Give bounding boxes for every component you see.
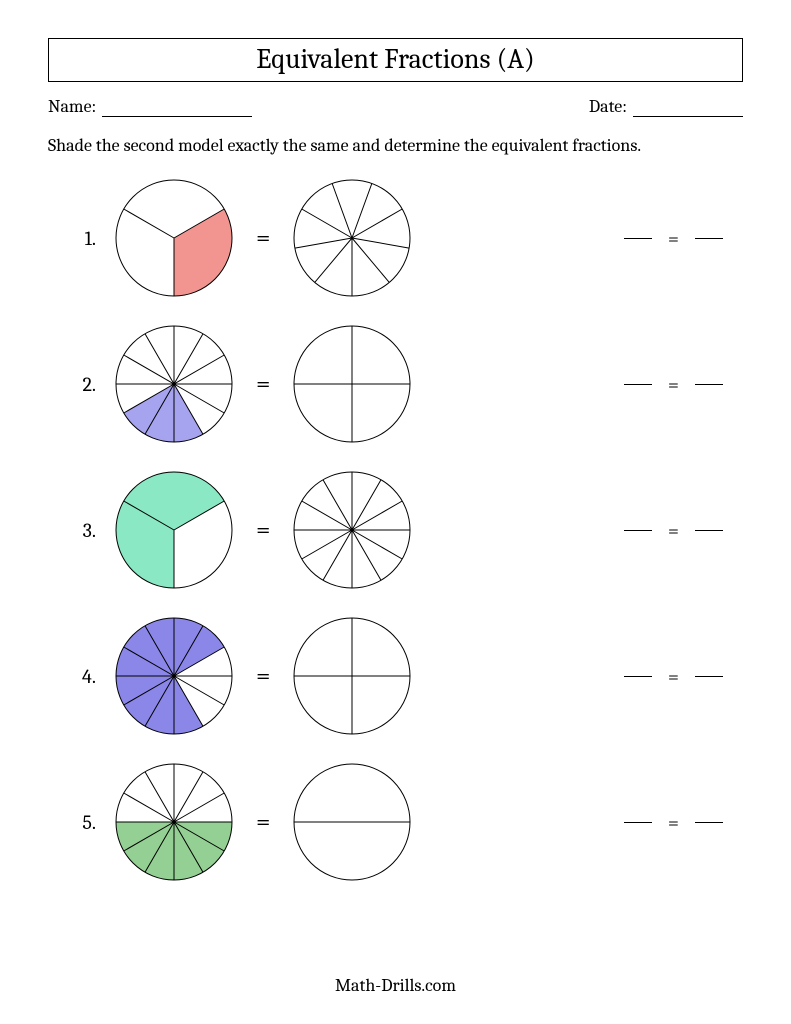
fraction-blank[interactable] <box>695 530 723 531</box>
fraction-blank[interactable] <box>624 676 652 677</box>
problem-number: 1. <box>68 227 96 250</box>
date-label: Date: <box>589 96 627 117</box>
problems-list: 1. = = 2. = = 3. = = 4. = = 5. = = <box>48 178 743 882</box>
fraction-numerator-line <box>695 822 723 823</box>
problem-row: 4. = = <box>68 616 743 736</box>
fraction-numerator-line <box>624 530 652 531</box>
problem-row: 5. = = <box>68 762 743 882</box>
date-field: Date: <box>589 96 743 117</box>
instructions-text: Shade the second model exactly the same … <box>48 135 743 156</box>
problem-number: 4. <box>68 665 96 688</box>
answer-area: = <box>624 227 743 250</box>
pie-chart <box>292 470 412 590</box>
pie-chart <box>292 178 412 298</box>
pie-chart <box>292 762 412 882</box>
answer-area: = <box>624 665 743 688</box>
footer-text: Math-Drills.com <box>0 975 791 996</box>
fraction-numerator-line <box>695 238 723 239</box>
pie-chart <box>292 616 412 736</box>
pie-chart <box>114 470 234 590</box>
problem-number: 3. <box>68 519 96 542</box>
pie-chart <box>292 324 412 444</box>
equals-sign: = <box>664 665 683 688</box>
pie-chart <box>114 178 234 298</box>
meta-row: Name: Date: <box>48 96 743 117</box>
problem-number: 2. <box>68 373 96 396</box>
date-blank-line[interactable] <box>633 99 743 117</box>
fraction-blank[interactable] <box>695 676 723 677</box>
fraction-numerator-line <box>624 238 652 239</box>
fraction-blank[interactable] <box>624 238 652 239</box>
problem-number: 5. <box>68 811 96 834</box>
name-label: Name: <box>48 96 96 117</box>
name-field: Name: <box>48 96 252 117</box>
answer-area: = <box>624 811 743 834</box>
equals-sign: = <box>252 661 274 691</box>
worksheet-page: Equivalent Fractions (A) Name: Date: Sha… <box>0 0 791 1024</box>
fraction-blank[interactable] <box>695 384 723 385</box>
fraction-blank[interactable] <box>695 238 723 239</box>
problem-row: 3. = = <box>68 470 743 590</box>
answer-area: = <box>624 519 743 542</box>
fraction-numerator-line <box>624 676 652 677</box>
name-blank-line[interactable] <box>102 99 252 117</box>
fraction-numerator-line <box>624 384 652 385</box>
problem-row: 2. = = <box>68 324 743 444</box>
equals-sign: = <box>252 807 274 837</box>
answer-area: = <box>624 373 743 396</box>
fraction-numerator-line <box>695 530 723 531</box>
worksheet-title: Equivalent Fractions (A) <box>256 43 535 75</box>
equals-sign: = <box>252 369 274 399</box>
fraction-numerator-line <box>695 384 723 385</box>
equals-sign: = <box>664 811 683 834</box>
equals-sign: = <box>252 515 274 545</box>
pie-chart <box>114 616 234 736</box>
pie-chart <box>114 762 234 882</box>
equals-sign: = <box>664 373 683 396</box>
fraction-numerator-line <box>624 822 652 823</box>
fraction-blank[interactable] <box>624 822 652 823</box>
fraction-numerator-line <box>695 676 723 677</box>
title-box: Equivalent Fractions (A) <box>48 38 743 82</box>
fraction-blank[interactable] <box>695 822 723 823</box>
fraction-blank[interactable] <box>624 384 652 385</box>
fraction-blank[interactable] <box>624 530 652 531</box>
equals-sign: = <box>664 227 683 250</box>
equals-sign: = <box>664 519 683 542</box>
pie-chart <box>114 324 234 444</box>
equals-sign: = <box>252 223 274 253</box>
problem-row: 1. = = <box>68 178 743 298</box>
